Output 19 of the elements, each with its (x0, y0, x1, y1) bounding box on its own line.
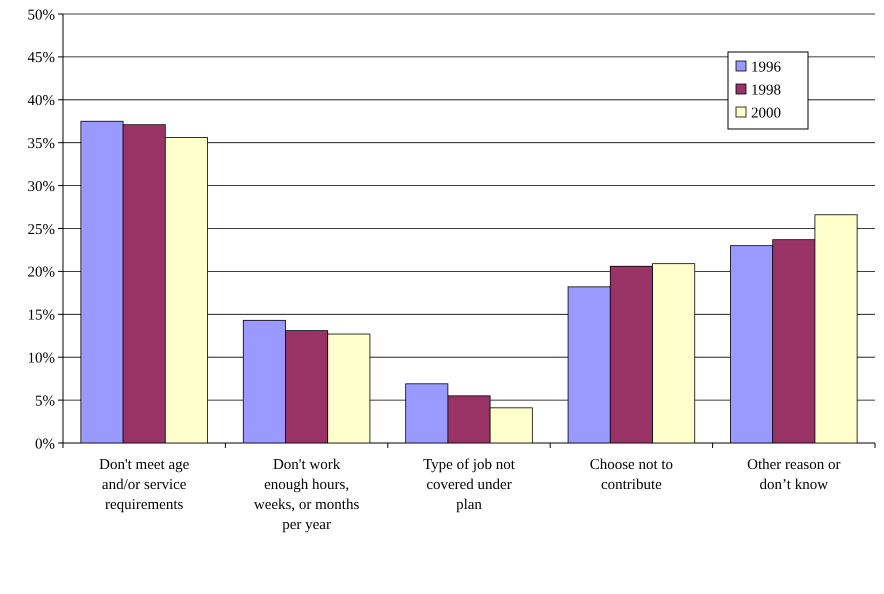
y-tick-label: 20% (28, 264, 55, 281)
y-tick-label: 10% (28, 350, 55, 366)
legend-label: 1996 (751, 59, 782, 76)
x-tick-label: Other reason or don’t know (747, 457, 840, 493)
x-tick-label: Don't meet age and/or service requirements (99, 457, 190, 513)
x-tick-label: Don't work enough hours, weeks, or months per year (254, 457, 360, 533)
y-tick-label: 0% (35, 436, 55, 452)
y-tick-label: 45% (28, 50, 55, 66)
x-tick-label: Type of job not covered under plan (423, 457, 516, 513)
legend-label: 2000 (751, 105, 781, 122)
y-tick-label: 40% (28, 93, 55, 110)
y-tick-label: 35% (28, 136, 55, 152)
y-tick-label: 30% (28, 178, 55, 195)
y-tick-label: 50% (28, 7, 55, 24)
y-tick-label: 5% (35, 393, 55, 410)
x-tick-label: Choose not to contribute (590, 457, 674, 493)
legend-label: 1998 (751, 82, 781, 98)
y-tick-label: 15% (28, 308, 55, 324)
y-tick-label: 25% (28, 222, 55, 238)
